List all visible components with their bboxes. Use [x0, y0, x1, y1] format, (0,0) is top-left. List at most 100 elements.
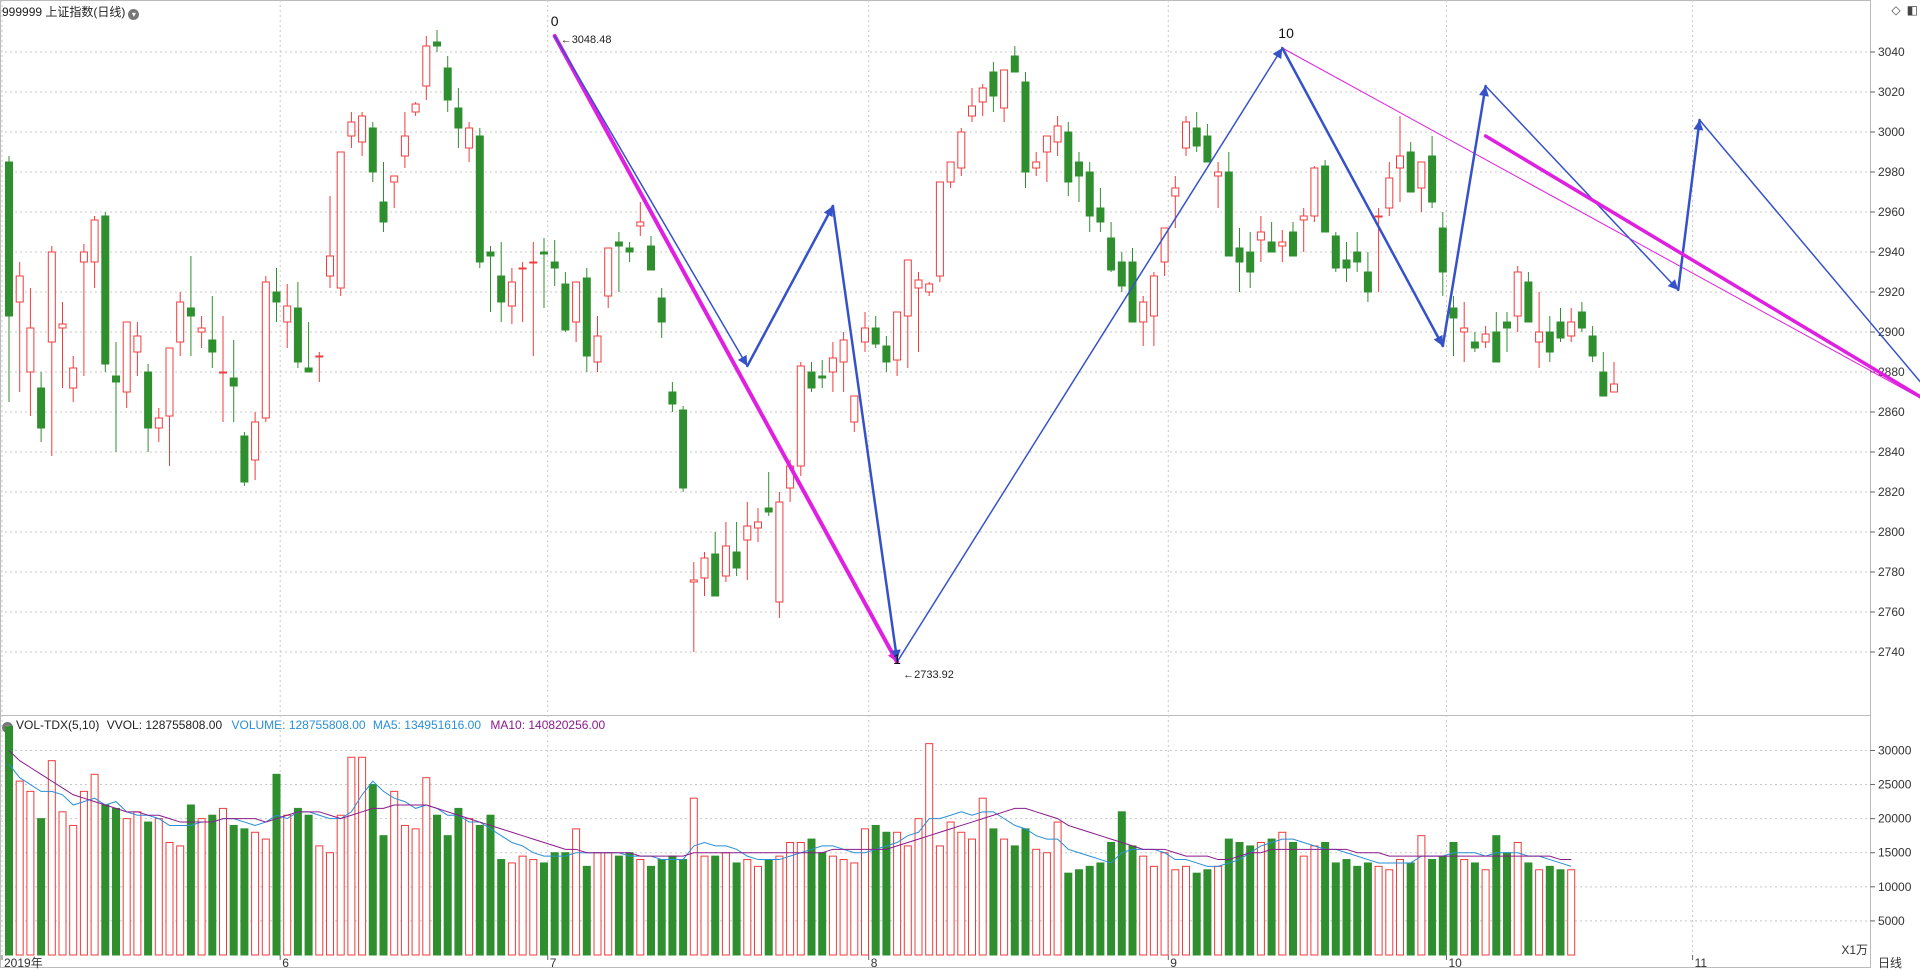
candle-body	[133, 335, 142, 353]
volume-tick-label: 15000	[1878, 846, 1912, 860]
trend-stroke	[1281, 46, 1445, 348]
volume-bar	[1524, 862, 1533, 956]
candle-body	[1503, 321, 1511, 329]
x-tick-label: 11	[1695, 956, 1708, 970]
stroke-arrowhead	[1479, 86, 1489, 97]
volume-bar	[1235, 842, 1244, 956]
volume-bar	[197, 818, 206, 956]
candle-body	[711, 553, 720, 597]
candle-body	[390, 175, 399, 183]
volume-bar	[272, 773, 281, 956]
ma5-line	[8, 763, 1572, 867]
volume-bar	[443, 835, 452, 956]
ma10-line	[8, 750, 1572, 861]
volume-bar	[732, 862, 741, 956]
panel-toggle-icon[interactable]: ◧	[1906, 3, 1918, 17]
volume-bar	[764, 859, 773, 956]
volume-bar	[1492, 835, 1501, 956]
volume-bar	[400, 824, 409, 956]
volume-bar	[1224, 838, 1233, 956]
candle-body	[1588, 335, 1597, 357]
candle-body	[647, 245, 655, 271]
stroke-arrowhead	[1433, 334, 1443, 346]
pivot-price-label: ←2733.92	[903, 669, 954, 681]
trend-stroke	[1483, 134, 1920, 399]
candle-body	[1075, 161, 1083, 177]
candle-body	[614, 241, 623, 247]
trend-stroke	[896, 47, 1284, 663]
volume-bar	[1149, 865, 1158, 956]
candle-body	[368, 127, 377, 173]
volume-bar	[657, 859, 666, 956]
volume-bar	[1267, 838, 1276, 956]
vol-indicator-name[interactable]: VOL-TDX(5,10)	[16, 718, 100, 732]
chart-title: 999999 上证指数(日线) ▾	[2, 3, 140, 20]
volume-bar	[1567, 869, 1576, 956]
volume-bar	[636, 859, 645, 956]
volume-bar	[1331, 862, 1340, 956]
candle-body	[807, 371, 816, 389]
volume-bar	[518, 855, 527, 956]
candle-body	[165, 347, 174, 417]
candle-body	[58, 323, 67, 329]
price-panel-frame	[0, 0, 1871, 716]
volume-bar	[133, 811, 142, 956]
candle-body	[882, 345, 891, 363]
volume-bar	[1363, 862, 1372, 956]
candle-body	[1203, 135, 1212, 163]
volume-bar	[796, 842, 805, 956]
price-tick-label: 2760	[1878, 605, 1905, 619]
candle-body	[796, 365, 805, 467]
candle-body	[861, 327, 869, 343]
candle-body	[1331, 235, 1340, 269]
candle-body	[1246, 251, 1255, 273]
candle-body	[518, 267, 527, 270]
volume-bar	[893, 831, 902, 956]
candle-body	[240, 435, 249, 483]
volume-bar	[358, 756, 367, 956]
volume-bar	[1075, 869, 1083, 956]
candle-body	[1513, 271, 1522, 317]
volume-bar	[1139, 855, 1148, 956]
candle-body	[914, 279, 923, 289]
price-tick-label: 2800	[1878, 525, 1905, 539]
pivot-label: 0	[551, 13, 559, 29]
volume-bar	[326, 852, 334, 956]
volume-bar	[647, 865, 655, 956]
volume-bar	[368, 784, 377, 956]
candle-body	[1342, 259, 1351, 269]
candle-body	[1321, 165, 1330, 233]
stroke-arrowhead	[823, 206, 833, 218]
candle-body	[978, 87, 987, 103]
volume-bar	[1460, 859, 1469, 956]
volume-bar	[625, 852, 634, 956]
candle-body	[818, 375, 827, 379]
stroke-arrowhead	[1693, 120, 1704, 131]
candle-body	[1299, 215, 1308, 221]
vvol-value: VVOL: 128755808.00	[106, 718, 223, 732]
volume-bar	[475, 824, 484, 956]
candle-body	[1256, 231, 1265, 241]
trend-stroke	[553, 35, 749, 367]
candle-body	[1310, 167, 1319, 217]
volume-bar	[818, 852, 827, 956]
candle-body	[893, 311, 902, 361]
candle-body	[839, 339, 848, 363]
candle-body	[775, 501, 784, 603]
candle-body	[15, 275, 24, 303]
volume-bar	[26, 790, 35, 956]
volume-bar	[186, 804, 195, 956]
volume-bar	[465, 818, 474, 956]
volume-bar	[957, 831, 966, 956]
volume-bar	[1374, 865, 1383, 956]
volume-bar	[1256, 842, 1265, 956]
volume-bar	[1535, 869, 1544, 956]
candle-body	[5, 161, 13, 317]
volume-bar	[679, 859, 688, 956]
chevron-down-icon[interactable]: ▾	[128, 9, 140, 20]
volume-bar	[304, 814, 313, 956]
trend-stroke	[1676, 118, 1701, 292]
diamond-icon[interactable]: ◇	[1891, 3, 1901, 17]
candle-body	[101, 215, 110, 365]
